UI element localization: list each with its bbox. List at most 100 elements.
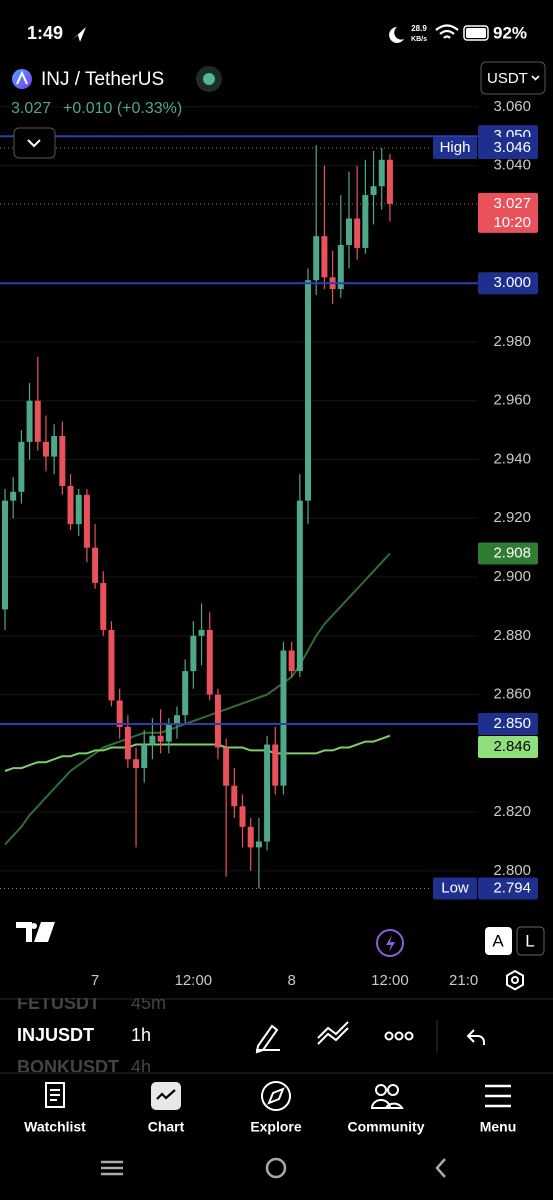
candle-body — [149, 735, 156, 745]
dot — [394, 1031, 404, 1041]
candle-body — [26, 400, 33, 442]
dnd-icon — [389, 27, 404, 43]
candle-body — [141, 744, 148, 769]
y-tick-label: 2.940 — [493, 450, 531, 467]
y-tick-label: 3.040 — [493, 157, 531, 174]
extreme-value: 2.794 — [493, 880, 531, 897]
draw-tool[interactable] — [255, 1024, 280, 1054]
watchlist-icon[interactable] — [45, 1082, 65, 1108]
candle-body — [296, 500, 303, 672]
x-tick-label: 12:00 — [371, 972, 409, 989]
recents-button[interactable] — [101, 1160, 123, 1176]
tv-logo — [16, 922, 55, 942]
plot-area: 2.800 2.820 2.860 2.880 2.900 2.920 2.940 2.960… — [0, 98, 538, 989]
auto-scale-button[interactable] — [485, 927, 512, 955]
candle-body — [92, 547, 99, 583]
person — [375, 1084, 387, 1096]
y-tick-label: 2.960 — [493, 392, 531, 409]
lightning-button[interactable] — [376, 929, 404, 957]
indicator-value: 2.908 — [493, 545, 531, 562]
countdown: 10:20 — [493, 214, 531, 231]
nav-label[interactable]: Community — [348, 1119, 425, 1135]
y-tick-label: 2.880 — [493, 627, 531, 644]
collapse-chevron — [27, 139, 41, 148]
lightning-icon — [386, 935, 395, 952]
y-tick-label: 2.800 — [493, 862, 531, 879]
candle-body — [108, 629, 115, 701]
currency-button[interactable] — [480, 61, 546, 95]
candle-body — [51, 435, 58, 457]
indicator-line — [4, 734, 391, 772]
level-tag — [478, 272, 538, 295]
trend-tool[interactable] — [317, 1021, 349, 1045]
watch-symbol[interactable]: BONKUSDT — [17, 1057, 119, 1077]
symbol[interactable]: INJ / TetherUS — [41, 69, 164, 90]
collapse-button[interactable] — [13, 127, 56, 159]
currency[interactable]: USDT — [487, 70, 528, 87]
market-status-dot — [203, 73, 215, 85]
auto-scale-label[interactable]: A — [492, 931, 504, 950]
explore-icon[interactable] — [261, 1081, 291, 1111]
watch-symbol[interactable]: FETUSDT — [17, 993, 100, 1013]
candle-body — [173, 715, 180, 724]
candle-body — [231, 785, 238, 807]
battery-level — [466, 28, 486, 38]
candle-body — [370, 186, 377, 196]
log-scale-label[interactable]: L — [525, 931, 534, 950]
y-tick-label: 2.820 — [493, 803, 531, 820]
candle-body — [305, 280, 312, 501]
candle-body — [67, 485, 74, 525]
dot — [384, 1031, 394, 1041]
candle-body — [288, 650, 295, 672]
candle-body — [100, 582, 107, 630]
candle-body — [116, 700, 123, 727]
settings-button[interactable] — [506, 969, 524, 991]
watch-interval[interactable]: 1h — [131, 1025, 151, 1045]
explore-needle — [267, 1087, 285, 1105]
clock: 1:49 — [27, 23, 63, 43]
watch-symbol[interactable]: INJUSDT — [17, 1025, 94, 1045]
price-change: +0.010 (+0.33%) — [63, 100, 182, 117]
home-button[interactable] — [265, 1157, 287, 1179]
candle-body — [223, 747, 230, 786]
settings-icon-center — [511, 976, 519, 984]
extreme-name-tag — [433, 137, 477, 160]
indicator-tag — [478, 735, 538, 758]
last-price: 3.027 — [11, 100, 51, 117]
person — [387, 1084, 399, 1096]
menu-icon[interactable] — [485, 1084, 511, 1108]
candle-body — [264, 744, 271, 842]
nav-label[interactable]: Explore — [250, 1119, 302, 1135]
watch-interval[interactable]: 45m — [131, 993, 166, 1013]
candle-body — [18, 441, 25, 492]
candle-body — [214, 694, 221, 748]
log-scale-button[interactable] — [516, 926, 545, 956]
battery-text: 92% — [493, 23, 527, 42]
chart-icon-line — [156, 1089, 176, 1100]
currency-chevron — [531, 75, 540, 81]
candle-body — [386, 159, 393, 204]
candle-body — [378, 159, 385, 187]
nav-label[interactable]: Menu — [480, 1119, 517, 1135]
candle-body — [362, 195, 369, 248]
chart-icon[interactable] — [151, 1082, 181, 1110]
level-label: 2.850 — [493, 715, 531, 732]
watch-interval[interactable]: 4h — [131, 1057, 151, 1077]
y-tick-label: 3.060 — [493, 98, 531, 115]
extreme-value: 3.046 — [493, 139, 531, 156]
y-tick-label: 2.980 — [493, 333, 531, 350]
nav-label[interactable]: Watchlist — [24, 1119, 86, 1135]
candle-body — [345, 218, 352, 245]
level-tag — [478, 712, 538, 735]
back-button[interactable] — [435, 1158, 446, 1178]
community-icon[interactable] — [370, 1084, 404, 1109]
more-tools[interactable] — [384, 1031, 414, 1041]
nav-label[interactable]: Chart — [148, 1119, 185, 1135]
coin-logo — [16, 70, 28, 85]
candle-body — [198, 629, 205, 636]
undo-button[interactable] — [466, 1029, 485, 1045]
last-price-tag — [478, 192, 538, 233]
candle-body — [280, 650, 287, 786]
